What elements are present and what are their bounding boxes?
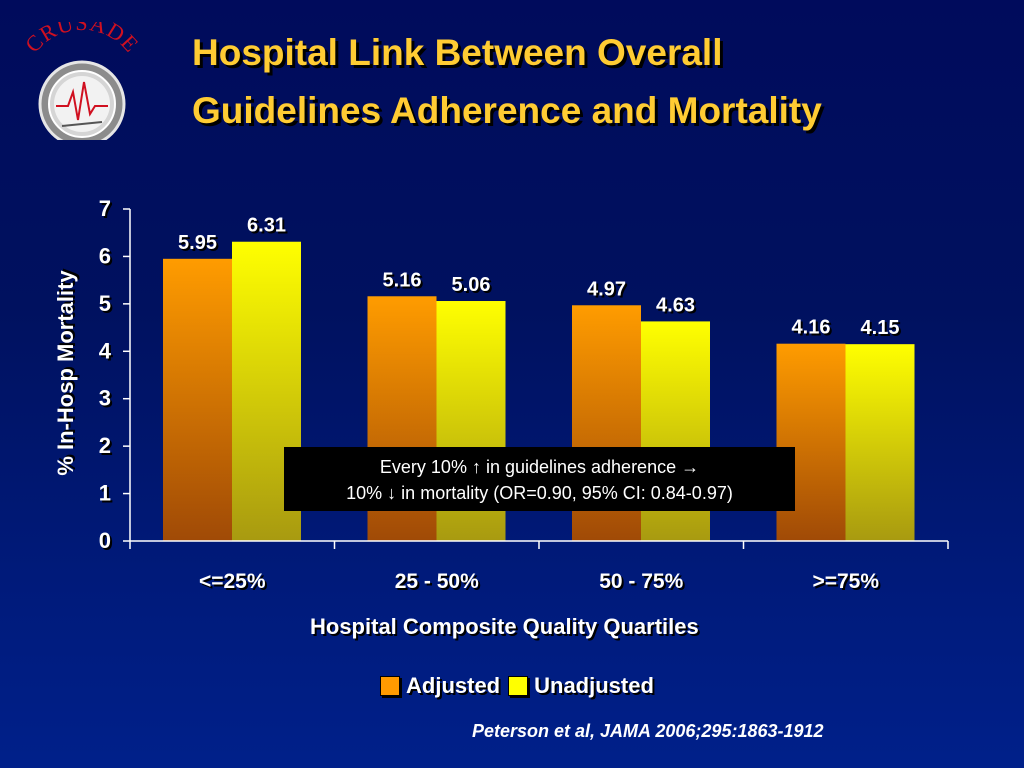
legend-swatch-unadjusted [508,676,529,696]
y-tick-label-shadow: 5 [101,293,113,318]
x-tick-label-shadow: 25 - 50% [397,572,481,595]
data-label: 4.97 [587,278,626,300]
y-tick-label: 3 [99,386,111,411]
y-tick-label-shadow: 7 [101,198,113,223]
y-tick-label-shadow: 0 [101,530,113,555]
crusade-logo: CRUSADE [20,22,143,140]
y-tick-label-shadow: 4 [101,340,114,365]
x-tick-label-shadow: >=75% [814,572,881,595]
y-tick-label: 1 [99,481,111,506]
legend-item-unadjusted: Unadjusted [508,673,654,699]
data-label-shadow: 4.15 [863,319,902,341]
data-label: 6.31 [247,215,286,237]
title-line-2: Guidelines Adherence and Mortality [192,90,822,131]
chart-legend: Adjusted Unadjusted [380,672,662,700]
data-label: 5.16 [383,269,422,291]
data-label-shadow: 4.16 [794,319,833,341]
annotation-line-1: Every 10% ↑ in guidelines adherence → [379,457,700,477]
data-label-shadow: 4.97 [589,280,628,302]
x-tick-label-shadow: 50 - 75% [601,572,685,595]
legend-label-adjusted: Adjusted [406,673,501,698]
y-tick-label-shadow: 1 [101,483,113,508]
y-tick-label: 0 [99,528,111,553]
data-label: 4.15 [861,317,900,339]
y-tick-label: 2 [99,433,111,458]
x-tick-label-shadow: <=25% [201,572,268,595]
title-line-1: Hospital Link Between Overall [192,32,723,73]
slide-title: Hospital Link Between Overall Guidelines… [192,24,992,140]
x-tick-label: 50 - 75% [599,570,683,593]
bar-unadjusted-3 [845,344,915,541]
data-label-shadow: 4.63 [658,296,697,318]
y-tick-label: 4 [99,338,112,363]
data-label-shadow: 6.31 [249,217,288,239]
legend-swatch-adjusted [380,676,400,696]
data-label-shadow: 5.95 [180,234,219,256]
y-tick-label-shadow: 3 [101,388,113,413]
data-label: 5.95 [178,232,217,254]
data-label-shadow: 5.06 [454,276,493,298]
y-tick-label-shadow: 6 [101,245,113,270]
data-label: 5.06 [452,274,491,296]
annotation-line-2: 10% ↓ in mortality (OR=0.90, 95% CI: 0.8… [346,483,733,503]
data-label: 4.63 [656,294,695,316]
legend-label-unadjusted: Unadjusted [534,673,654,698]
y-tick-label-shadow: 2 [101,435,113,460]
x-axis-title: Hospital Composite Quality Quartiles [310,614,699,639]
bar-adjusted-0 [163,258,232,541]
citation: Peterson et al, JAMA 2006;295:1863-1912 [472,721,824,741]
bar-adjusted-3 [776,343,846,541]
y-tick-label: 7 [99,196,111,221]
x-tick-label: 25 - 50% [395,570,479,593]
legend-item-adjusted: Adjusted [380,673,500,699]
y-axis-title: % In-Hosp Mortality [53,270,78,476]
y-tick-label: 6 [99,243,111,268]
x-tick-label: <=25% [199,570,266,593]
annotation-box: Every 10% ↑ in guidelines adherence → 10… [284,447,795,511]
y-tick-label: 5 [99,291,111,316]
data-label: 4.16 [792,317,831,339]
x-tick-label: >=75% [812,570,879,593]
data-label-shadow: 5.16 [385,271,424,293]
